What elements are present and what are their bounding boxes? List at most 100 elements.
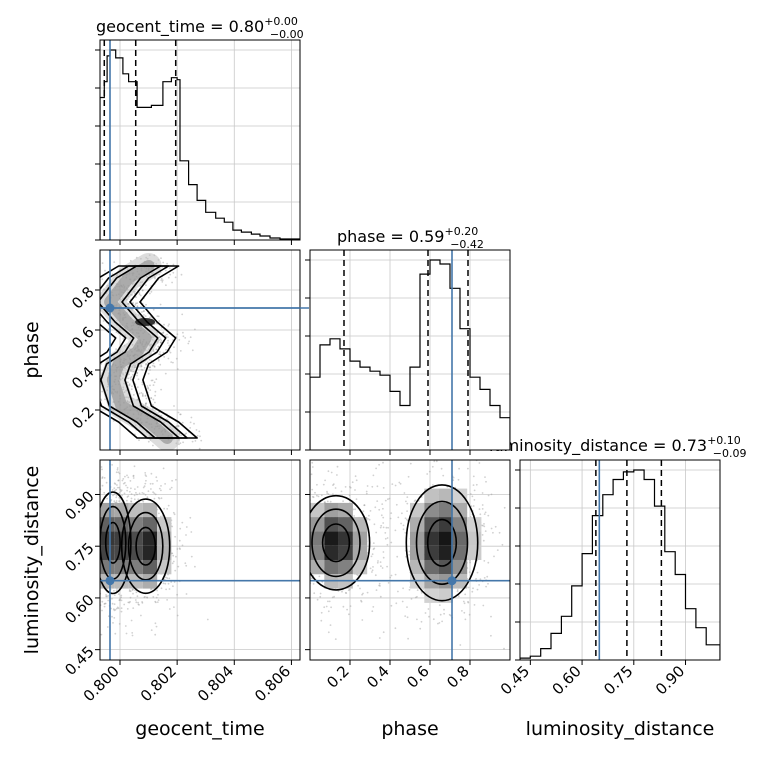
sample-point	[372, 566, 374, 568]
sample-point	[163, 507, 166, 510]
sample-point	[113, 458, 115, 460]
title-phase-minus: −0.42	[450, 238, 484, 251]
sample-point	[323, 501, 326, 504]
sample-point	[173, 346, 175, 349]
sample-point	[177, 425, 180, 428]
sample-point	[365, 492, 368, 495]
density-cell	[310, 517, 325, 532]
sample-point	[484, 530, 487, 532]
sample-point	[147, 386, 150, 389]
sample-point	[147, 490, 150, 493]
sample-point	[405, 518, 408, 521]
sample-point	[117, 607, 120, 610]
sample-point	[141, 492, 144, 494]
sample-point	[181, 313, 184, 316]
sample-point	[147, 372, 150, 375]
sample-point	[484, 476, 486, 478]
sample-point	[332, 484, 334, 486]
sample-point	[490, 527, 493, 530]
sample-point	[458, 467, 460, 470]
sample-point	[482, 539, 485, 542]
sample-point	[473, 499, 476, 501]
sample-point	[320, 494, 323, 497]
contour-level-0	[120, 498, 171, 595]
x-tick-label-phase: 0.8	[443, 662, 473, 692]
x-tick-label-phase: 0.2	[323, 662, 353, 692]
title-phase-plus: +0.20	[444, 225, 478, 238]
sample-point	[360, 600, 363, 603]
sample-point	[304, 566, 306, 568]
sample-point	[92, 597, 94, 599]
sample-point	[132, 477, 135, 479]
sample-point	[181, 544, 184, 547]
sample-point	[132, 394, 135, 396]
sample-point	[468, 613, 471, 616]
sample-point	[424, 453, 426, 455]
density-cell	[128, 531, 143, 546]
sample-point	[118, 500, 120, 502]
sample-point	[135, 491, 137, 494]
sample-point	[162, 467, 165, 470]
sample-point	[149, 292, 151, 295]
sample-point	[128, 601, 131, 604]
sample-point	[163, 323, 165, 326]
sample-point	[162, 261, 165, 264]
sample-point	[145, 475, 148, 477]
sample-point	[141, 311, 143, 313]
title-luminosity-distance-plus: +0.10	[707, 434, 741, 447]
contour-level-2	[426, 518, 458, 567]
sample-point	[372, 474, 375, 477]
sample-point	[155, 625, 158, 628]
sample-point	[91, 406, 93, 408]
density-cell	[452, 502, 468, 518]
sample-point	[176, 333, 179, 336]
density-cell	[438, 531, 453, 546]
xlabel-geocent-time: geocent_time	[135, 718, 264, 740]
sample-point	[158, 273, 161, 276]
density-cell	[338, 502, 353, 518]
sample-point	[113, 603, 116, 606]
sample-point	[378, 463, 380, 466]
sample-point	[115, 500, 118, 502]
sample-point	[141, 289, 144, 292]
sample-point	[439, 613, 442, 616]
sample-point	[140, 614, 142, 617]
sample-point	[111, 602, 114, 605]
sample-point	[176, 548, 179, 550]
sample-point	[314, 491, 316, 494]
sample-point	[103, 491, 106, 494]
sample-point	[172, 271, 175, 274]
sample-point	[136, 595, 139, 598]
sample-point	[189, 516, 192, 519]
sample-point	[145, 362, 148, 365]
sample-point	[373, 523, 376, 526]
sample-point	[402, 528, 405, 531]
sample-point	[159, 338, 162, 341]
sample-point	[177, 424, 180, 427]
sample-point	[327, 610, 330, 613]
sample-point	[329, 500, 332, 503]
sample-point	[121, 479, 124, 482]
sample-point	[131, 589, 134, 591]
sample-point	[92, 571, 94, 573]
sample-point	[154, 633, 157, 636]
sample-point	[101, 609, 103, 612]
sample-point	[355, 498, 358, 501]
sample-point	[184, 562, 187, 565]
sample-point	[345, 455, 347, 457]
sample-point	[432, 618, 435, 621]
sample-point	[312, 583, 315, 585]
sample-point	[144, 482, 147, 485]
sample-point	[384, 537, 387, 540]
sample-point	[95, 508, 97, 510]
sample-point	[168, 323, 170, 326]
sample-point	[107, 328, 110, 330]
sample-point	[443, 612, 445, 615]
sample-point	[94, 470, 96, 472]
sample-point	[124, 475, 126, 478]
contour-level-0	[100, 491, 132, 595]
sample-point	[308, 485, 310, 487]
sample-point	[106, 595, 108, 598]
sample-point	[401, 512, 403, 515]
sample-point	[146, 385, 149, 387]
